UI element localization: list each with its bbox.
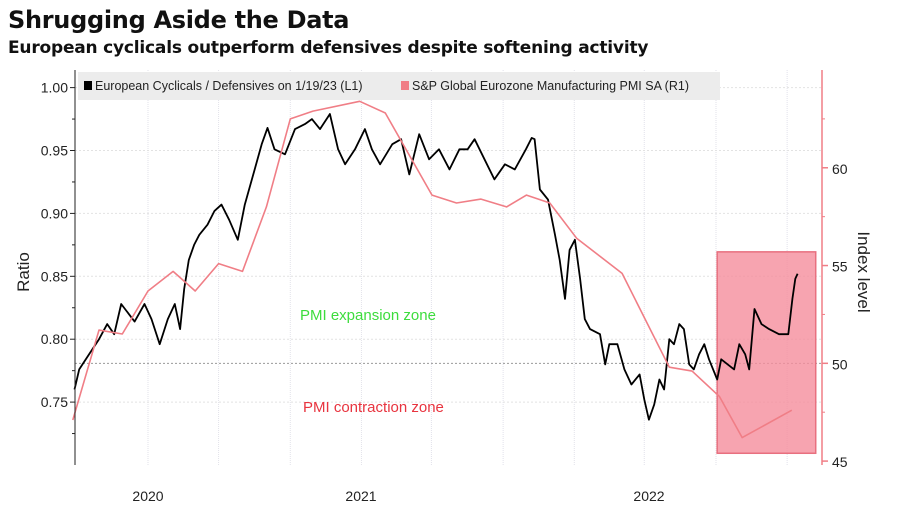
left-tick-label: 1.00 xyxy=(41,80,68,96)
legend-label-pmi: S&P Global Eurozone Manufacturing PMI SA… xyxy=(412,79,689,93)
left-tick-label: 0.85 xyxy=(41,268,68,284)
annotation-contraction: PMI contraction zone xyxy=(303,399,444,416)
series-line-cyclicals-defensives xyxy=(73,113,799,421)
legend-swatch-ratio xyxy=(84,81,92,90)
x-tick-label: 2020 xyxy=(132,488,163,504)
highlight-region xyxy=(716,251,817,455)
legend-background xyxy=(78,72,720,100)
right-axis-title: Index level xyxy=(854,231,873,312)
axes: 0.75 0.80 0.85 0.90 0.95 1.00 45 50 55 60 2020 2021… xyxy=(41,70,848,504)
left-axis-title: Ratio xyxy=(14,252,33,292)
chart-title: Shrugging Aside the Data xyxy=(8,6,350,34)
legend-label-ratio: European Cyclicals / Defensives on 1/19/… xyxy=(95,79,363,93)
chart-subtitle: European cyclicals outperform defensives… xyxy=(8,38,649,58)
right-tick-label: 60 xyxy=(832,161,848,177)
left-tick-label: 0.75 xyxy=(41,394,68,410)
highlight-box xyxy=(716,251,817,455)
series-line-pmi xyxy=(72,100,793,439)
right-tick-label: 45 xyxy=(832,454,848,470)
right-tick-label: 55 xyxy=(832,259,848,275)
legend-swatch-pmi xyxy=(401,81,409,90)
x-tick-label: 2022 xyxy=(633,488,664,504)
series-lines xyxy=(72,100,799,439)
left-tick-label: 0.80 xyxy=(41,331,68,347)
left-tick-label: 0.90 xyxy=(41,205,68,221)
left-tick-label: 0.95 xyxy=(41,143,68,159)
annotation-expansion: PMI expansion zone xyxy=(300,307,436,324)
x-tick-label: 2021 xyxy=(345,488,376,504)
right-tick-label: 50 xyxy=(832,356,848,372)
